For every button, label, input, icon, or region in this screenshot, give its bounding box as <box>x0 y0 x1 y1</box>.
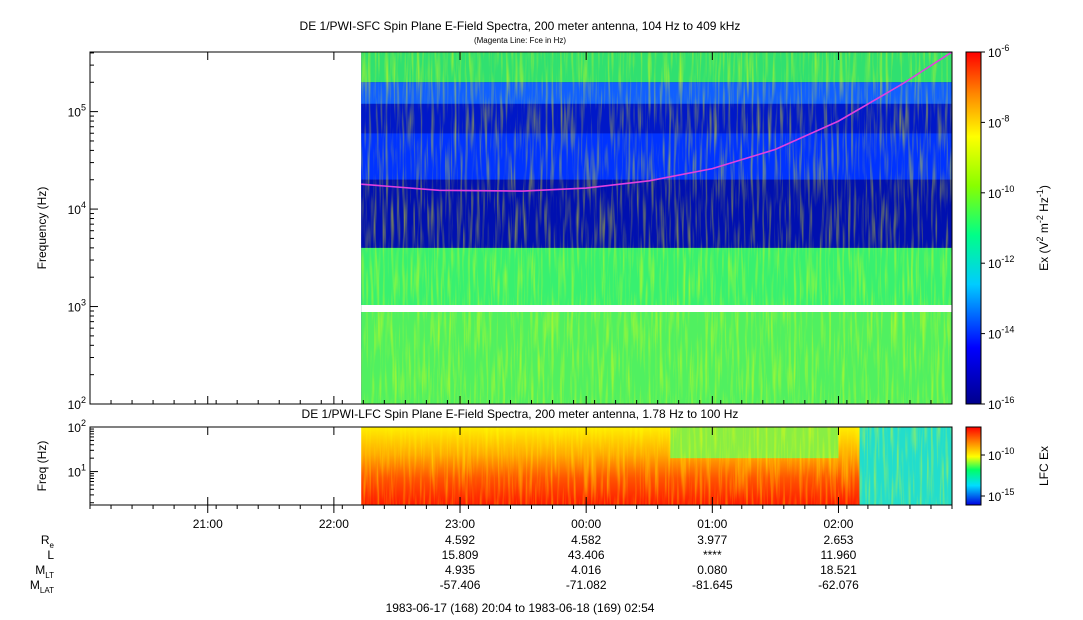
sfc-colorbar-tick-label: 10-8 <box>988 113 1009 130</box>
ephemeris-value: 0.080 <box>697 563 727 577</box>
lfc-colorbar-ticks: 10-10 10-15 <box>981 446 1014 504</box>
sfc-colorbar-ticks: 10-6 10-8 10-10 10-12 10-14 10-16 <box>981 43 1014 412</box>
ephemeris-value: 11.960 <box>821 548 857 562</box>
time-tick-label: 02:00 <box>823 517 853 531</box>
ephemeris-row-label: Re <box>41 533 55 550</box>
ephemeris-row-label: MLAT <box>30 578 54 595</box>
sfc-y-tick-label: 102 <box>68 395 86 412</box>
ephemeris-value: -57.406 <box>440 578 481 592</box>
lfc-y-tick-label: 102 <box>68 418 86 435</box>
lfc-y-tick-label: 101 <box>68 463 86 480</box>
ephemeris-value: -71.082 <box>566 578 607 592</box>
ephemeris-value: 4.016 <box>571 563 601 577</box>
sfc-y-tick-label: 103 <box>68 298 86 315</box>
sfc-colorbar-tick-label: 10-16 <box>988 395 1014 412</box>
ephemeris-value: 4.582 <box>571 533 601 547</box>
sfc-colorbar-tick-label: 10-6 <box>988 43 1009 60</box>
lfc-frame <box>89 426 953 506</box>
ephemeris-value: 4.592 <box>445 533 475 547</box>
sfc-spectrogram <box>361 52 952 404</box>
time-axis: 21:00 22:00 23:00 00:00 01:00 02:00 <box>89 52 953 531</box>
lfc-y-axis: 101 102 <box>68 418 98 504</box>
ephemeris-value: -81.645 <box>692 578 733 592</box>
time-tick-label: 22:00 <box>319 517 349 531</box>
sfc-title: DE 1/PWI-SFC Spin Plane E-Field Spectra,… <box>300 19 741 33</box>
time-tick-label: 01:00 <box>697 517 727 531</box>
sfc-y-tick-label: 104 <box>68 200 86 217</box>
ephemeris-row-label: MLT <box>35 563 54 580</box>
sfc-frame <box>89 51 953 405</box>
time-tick-label: 00:00 <box>571 517 601 531</box>
lfc-spectrogram <box>361 427 952 505</box>
time-tick-label: 21:00 <box>193 517 223 531</box>
lfc-colorbar-label: LFC Ex <box>1037 446 1051 486</box>
ephemeris-value: **** <box>703 548 722 562</box>
lfc-title: DE 1/PWI-LFC Spin Plane E-Field Spectra,… <box>302 407 739 421</box>
ephemeris-value: 3.977 <box>697 533 727 547</box>
lfc-colorbar-tick-label: 10-10 <box>988 446 1014 463</box>
fce-line <box>361 52 952 192</box>
footer-time-range: 1983-06-17 (168) 20:04 to 1983-06-18 (16… <box>386 601 655 615</box>
lfc-colorbar <box>965 426 982 506</box>
sfc-y-tick-label: 105 <box>68 103 86 120</box>
ephemeris-value: 2.653 <box>823 533 853 547</box>
ephemeris-table: Re 4.592 4.582 3.977 2.653 L 15.809 43.406 **** 1… <box>30 533 859 595</box>
lfc-colorbar-tick-label: 10-15 <box>988 487 1014 504</box>
ephemeris-value: -62.076 <box>818 578 859 592</box>
time-tick-label: 23:00 <box>445 517 475 531</box>
sfc-colorbar-tick-label: 10-14 <box>988 325 1014 342</box>
ephemeris-value: 4.935 <box>445 563 475 577</box>
sfc-colorbar-tick-label: 10-10 <box>988 184 1014 201</box>
ephemeris-value: 18.521 <box>820 563 857 577</box>
sfc-colorbar-label: Ex (V2 m-2 Hz-1) <box>1035 185 1051 271</box>
lfc-ylabel: Freq (Hz) <box>35 441 49 492</box>
sfc-colorbar <box>965 51 982 405</box>
lfc-texture <box>361 427 952 505</box>
sfc-colorbar-tick-label: 10-12 <box>988 254 1014 271</box>
ephemeris-value: 15.809 <box>442 548 479 562</box>
ephemeris-row-label: L <box>47 548 54 562</box>
sfc-texture <box>361 52 952 404</box>
sfc-y-axis: 102 103 104 105 <box>68 52 98 412</box>
ephemeris-value: 43.406 <box>568 548 605 562</box>
sfc-data-gap <box>361 305 952 312</box>
sfc-subtitle: (Magenta Line: Fce in Hz) <box>474 36 566 45</box>
sfc-ylabel: Frequency (Hz) <box>35 187 49 270</box>
